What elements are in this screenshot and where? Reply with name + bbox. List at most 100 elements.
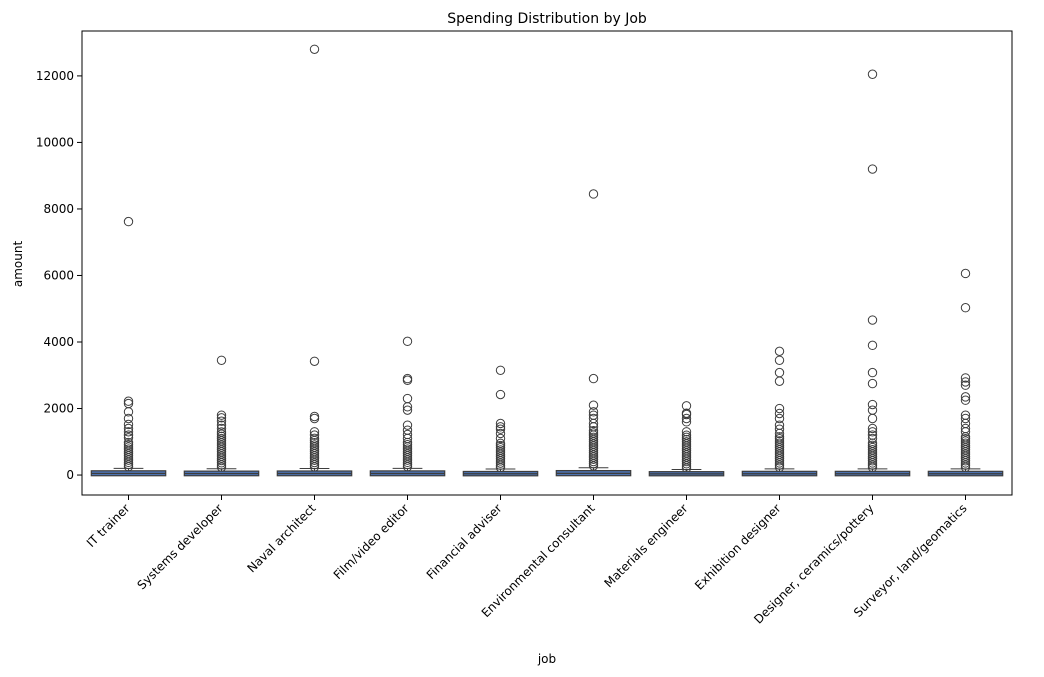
outlier-point xyxy=(123,423,134,434)
outlier-point xyxy=(774,438,785,448)
outlier-point xyxy=(774,424,785,434)
box-group xyxy=(834,69,911,477)
outlier-point xyxy=(402,429,413,440)
outlier-point xyxy=(123,396,134,406)
outlier-point xyxy=(588,432,599,442)
outlier-point xyxy=(216,433,227,444)
outlier-point xyxy=(309,430,320,440)
outlier-point xyxy=(867,367,878,378)
outlier-point xyxy=(309,413,320,424)
outlier-point xyxy=(216,431,227,442)
outlier-point xyxy=(495,418,506,429)
outlier-point xyxy=(402,444,413,454)
outlier-point xyxy=(774,413,785,424)
outlier-point xyxy=(681,430,692,440)
outlier-point xyxy=(867,405,878,415)
outlier-point xyxy=(495,424,506,434)
outlier-point xyxy=(681,434,692,445)
outlier-point xyxy=(495,365,506,375)
outlier-point xyxy=(774,432,785,442)
outlier-point xyxy=(309,356,320,366)
outlier-point xyxy=(774,355,785,365)
outlier-point xyxy=(402,373,413,384)
outlier-point xyxy=(681,432,692,443)
y-tick-label: 2000 xyxy=(43,402,74,416)
outlier-point xyxy=(960,436,971,446)
outlier-point xyxy=(867,340,878,351)
outlier-point xyxy=(216,427,227,437)
outlier-point xyxy=(495,438,506,449)
outlier-point xyxy=(123,398,134,409)
outlier-point xyxy=(867,427,878,437)
outlier-point xyxy=(681,427,692,437)
plot-frame xyxy=(81,30,1013,496)
outlier-point xyxy=(495,443,506,453)
outlier-point xyxy=(960,392,971,402)
outlier-point xyxy=(495,440,506,451)
y-tick-label: 12000 xyxy=(36,69,74,83)
outlier-point xyxy=(774,367,785,378)
outlier-point xyxy=(402,420,413,430)
outlier-point xyxy=(867,430,878,440)
x-tick-label: Exhibition designer xyxy=(692,501,784,593)
y-tick-label: 0 xyxy=(66,468,74,482)
outlier-point xyxy=(774,408,785,419)
y-axis-label: amount xyxy=(11,241,25,288)
outlier-point xyxy=(774,436,785,446)
outlier-point xyxy=(216,429,227,439)
outlier-point xyxy=(774,403,785,414)
outlier-point xyxy=(960,413,971,424)
outlier-point xyxy=(123,430,134,440)
plot-area: 0 2000 4000 6000 8000 10000 12000 IT trainer Sys… xyxy=(36,44,1004,627)
outlier-point xyxy=(216,420,227,430)
outlier-point xyxy=(309,411,320,422)
box-group xyxy=(648,401,725,477)
outlier-point xyxy=(495,433,506,444)
outlier-point xyxy=(588,413,599,424)
box-group xyxy=(276,44,353,477)
outlier-point xyxy=(960,423,971,434)
box-group xyxy=(183,355,260,477)
outlier-point xyxy=(402,425,413,435)
outlier-point xyxy=(960,377,971,387)
outlier-point xyxy=(123,440,134,450)
outlier-point xyxy=(309,438,320,448)
outlier-point xyxy=(867,433,878,444)
box-group xyxy=(927,268,1004,477)
outlier-point xyxy=(309,427,320,437)
outlier-point xyxy=(681,401,692,411)
outlier-point xyxy=(216,423,227,434)
outlier-point xyxy=(123,413,134,424)
y-tick-label: 10000 xyxy=(36,135,74,149)
outlier-point xyxy=(123,437,134,448)
outlier-point xyxy=(774,420,785,430)
outlier-point xyxy=(867,440,878,451)
outlier-point xyxy=(774,346,785,357)
outlier-point xyxy=(495,389,506,400)
outlier-point xyxy=(867,442,878,453)
outlier-point xyxy=(123,442,134,452)
outlier-point xyxy=(402,405,413,415)
outlier-point xyxy=(495,422,506,432)
outlier-point xyxy=(867,413,878,424)
box-group xyxy=(90,216,167,477)
x-tick-label: Film/video editor xyxy=(331,501,412,582)
outlier-point xyxy=(309,440,320,450)
outlier-point xyxy=(123,444,134,454)
outlier-point xyxy=(867,315,878,325)
outlier-point xyxy=(123,427,134,437)
outlier-point xyxy=(960,418,971,429)
outlier-point xyxy=(309,433,320,444)
x-axis-label: job xyxy=(537,652,556,666)
outlier-point xyxy=(867,399,878,410)
y-tick-label: 4000 xyxy=(43,335,74,349)
chart-title: Spending Distribution by Job xyxy=(447,11,647,27)
outlier-point xyxy=(960,268,971,279)
outlier-point xyxy=(402,393,413,404)
outlier-point xyxy=(681,437,692,447)
box-group xyxy=(555,189,632,477)
outlier-point xyxy=(588,189,599,199)
outlier-point xyxy=(867,69,878,79)
x-tick-label: IT trainer xyxy=(84,501,133,550)
